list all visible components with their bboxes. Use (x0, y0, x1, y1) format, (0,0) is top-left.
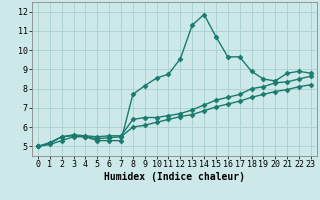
X-axis label: Humidex (Indice chaleur): Humidex (Indice chaleur) (104, 172, 245, 182)
